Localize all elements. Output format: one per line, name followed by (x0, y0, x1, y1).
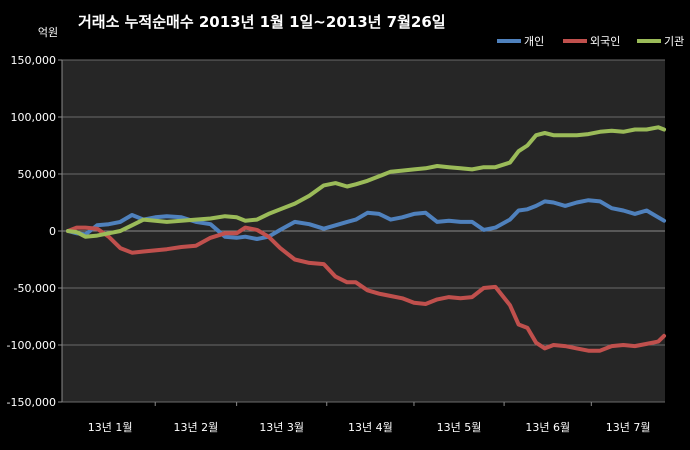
series-line-외국인 (66, 225, 666, 353)
y-tick-label: -150,000 (7, 396, 56, 409)
x-tick-label: 13년 3월 (259, 421, 304, 434)
legend-label: 개인 (524, 35, 544, 48)
y-tick-label: 150,000 (11, 54, 57, 67)
series-line-개인 (66, 198, 666, 241)
y-tick-label: 100,000 (11, 111, 57, 124)
y-tick-label: 0 (49, 225, 56, 238)
x-axis-ticks: 13년 1월 13년 2월 13년 3월 13년 4월 13년 5월 13년 6월 13년 … (88, 402, 651, 434)
legend: 개인 외국인 기관 (497, 35, 684, 48)
y-tick-label: -50,000 (14, 282, 56, 295)
x-tick-label: 13년 2월 (174, 421, 219, 434)
legend-label: 기관 (664, 35, 684, 48)
series-lines (66, 125, 666, 353)
y-tick-label: 50,000 (18, 168, 57, 181)
x-tick-label: 13년 1월 (88, 421, 133, 434)
chart-title: 거래소 누적순매수 2013년 1월 1일~2013년 7월26일 (78, 13, 446, 31)
y-axis-ticks: 150,000 100,000 50,000 0 -50,000 -100,000 -150… (7, 54, 63, 409)
x-tick-label: 13년 6월 (525, 421, 570, 434)
x-tick-label: 13년 4월 (348, 421, 393, 434)
legend-label: 외국인 (590, 35, 620, 48)
x-tick-label: 13년 7월 (606, 421, 651, 434)
y-tick-label: -100,000 (7, 339, 56, 352)
x-tick-label: 13년 5월 (437, 421, 482, 434)
y-axis-label: 억원 (38, 26, 58, 39)
series-line-기관 (66, 125, 666, 239)
